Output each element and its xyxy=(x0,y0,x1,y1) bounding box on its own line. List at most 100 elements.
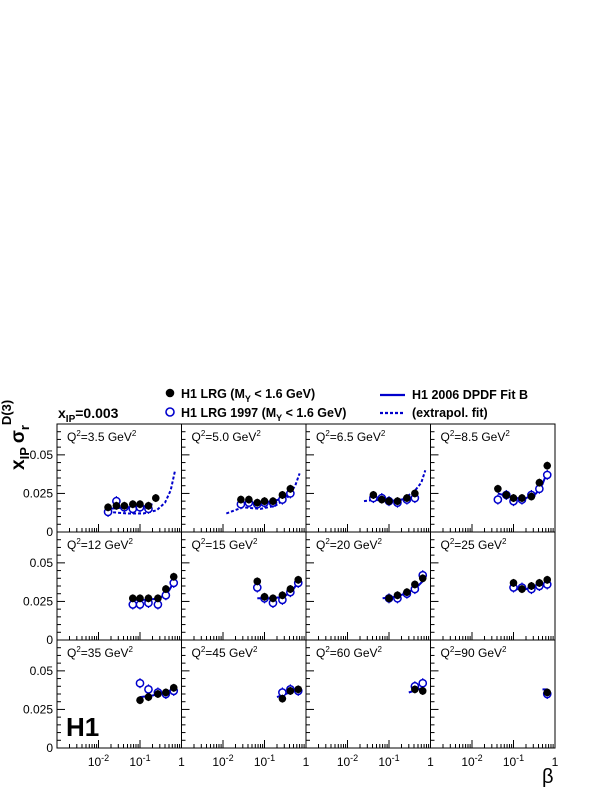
x-tick-base: 10 xyxy=(254,755,268,769)
lrg-point xyxy=(260,497,269,505)
panel-label-q: Q xyxy=(192,538,201,552)
panel-label-q: Q xyxy=(67,646,76,660)
x-tick-label: 10-1 xyxy=(503,753,524,769)
panel-label-value: =20 GeV xyxy=(330,538,378,552)
lrg-point xyxy=(385,594,393,603)
y-tick-label: 0.025 xyxy=(23,594,53,608)
panel-label-q: Q xyxy=(441,430,450,444)
lrg-point xyxy=(136,594,144,603)
lrg-point xyxy=(169,684,178,692)
panel-label-sup: 2 xyxy=(201,537,206,546)
y-tick-label: 0 xyxy=(46,741,53,755)
x-tick-base: 10 xyxy=(88,755,102,769)
panel-label: Q2=3.5 GeV2 xyxy=(67,429,137,444)
lrg-point xyxy=(154,690,162,698)
panel-q2-35: Q2=35 GeV2 xyxy=(56,639,182,749)
lrg-point xyxy=(418,687,427,695)
lrg-point xyxy=(535,579,544,587)
panel-label-sup: 2 xyxy=(325,429,330,438)
panel-label-q: Q xyxy=(316,430,325,444)
panel-label-q: Q xyxy=(67,538,76,552)
x-axis-title: β xyxy=(542,766,554,788)
lrg-point xyxy=(144,594,153,603)
panel-label: Q2=20 GeV2 xyxy=(316,537,383,552)
lrg-point xyxy=(543,688,552,697)
panel-q2-12: Q2=12 GeV2 xyxy=(56,531,182,641)
panel-label-sup: 2 xyxy=(201,645,206,654)
panel-label: Q2=6.5 GeV2 xyxy=(316,429,386,444)
x-tick-exp: -1 xyxy=(516,753,524,763)
panel-label-q: Q xyxy=(441,646,450,660)
y-tick-label: 0.05 xyxy=(30,664,54,678)
lrg-point xyxy=(286,585,295,593)
lrg-point xyxy=(535,478,544,487)
x-tick-exp: -1 xyxy=(267,753,275,763)
lrg-point xyxy=(385,497,393,505)
panel-label-q: Q xyxy=(192,646,201,660)
ylabel-r: r xyxy=(17,425,32,430)
panel-label-sup: 2 xyxy=(450,645,455,654)
x-tick-label: 10-1 xyxy=(378,753,399,769)
panel-label-sup2: 2 xyxy=(502,537,507,546)
panel-label-value: =25 GeV xyxy=(454,538,502,552)
lrg97-point xyxy=(144,685,153,694)
lrg-point xyxy=(286,687,295,695)
x-tick-base: 1 xyxy=(178,755,185,769)
panel-label: Q2=12 GeV2 xyxy=(67,537,134,552)
panel-q2-6.5: Q2=6.5 GeV2 xyxy=(305,423,431,533)
panel-q2-25: Q2=25 GeV2 xyxy=(430,531,556,641)
ylabel-sup: D(3) xyxy=(0,400,14,425)
panel-q2-8.5: Q2=8.5 GeV2 xyxy=(430,423,556,533)
legend-lrg-sub: Y xyxy=(245,394,251,404)
lrg-point xyxy=(411,489,419,498)
panel-label-value: =35 GeV xyxy=(81,646,129,660)
ylabel-sub: IP xyxy=(17,447,32,460)
lrg-point xyxy=(169,572,178,581)
legend-fit-label: H1 2006 DPDF Fit B xyxy=(412,388,528,402)
x-tick-exp: -1 xyxy=(143,753,151,763)
xip-annotation: xIP=0.003 xyxy=(58,405,119,425)
lrg-point xyxy=(509,494,518,502)
panel-q2-20: Q2=20 GeV2 xyxy=(305,531,431,641)
y-tick-label: 0.025 xyxy=(23,486,53,500)
lrg-point xyxy=(128,594,137,603)
lrg-point xyxy=(260,593,269,601)
panel-label-value: =60 GeV xyxy=(330,646,378,660)
panel-label-sup: 2 xyxy=(76,429,81,438)
panel-label-sup2: 2 xyxy=(256,429,261,438)
y-tick-label: 0 xyxy=(46,525,53,539)
lrg-point xyxy=(411,685,419,694)
svg-text:xIPσrD(3): xIP σrD(3) xyxy=(0,400,32,470)
lrg-point xyxy=(286,485,295,493)
lrg97-point xyxy=(135,678,145,688)
y-tick-labels: 0 0.025 0.05 0 0.025 0.05 0 0.025 0.05 xyxy=(23,448,53,755)
panel-label-value: =5.0 GeV xyxy=(205,430,256,444)
x-tick-base: 1 xyxy=(552,755,559,769)
panel-label-sup: 2 xyxy=(201,429,206,438)
x-tick-labels: 10-2 10-1 1 10-2 10-1 1 10-2 10-1 1 10-2 10-1 1 xyxy=(88,753,559,769)
y-tick-label: 0.025 xyxy=(23,702,53,716)
panel-q2-15: Q2=15 GeV2 xyxy=(181,531,307,641)
lrg-point xyxy=(278,491,287,499)
lrg-point xyxy=(543,461,552,470)
panel-label-sup2: 2 xyxy=(253,645,258,654)
panel-label-value: =6.5 GeV xyxy=(330,430,381,444)
panel-label: Q2=35 GeV2 xyxy=(67,645,134,660)
panel-label: Q2=8.5 GeV2 xyxy=(441,429,511,444)
lrg-point xyxy=(369,491,378,499)
x-tick-exp: -2 xyxy=(475,753,483,763)
legend-lrg97-tail: < 1.6 GeV) xyxy=(282,406,346,420)
panel-label-sup: 2 xyxy=(76,537,81,546)
lrg-point xyxy=(128,500,137,509)
xip-value: =0.003 xyxy=(75,405,118,421)
lrg-point xyxy=(144,693,153,701)
lrg-point xyxy=(509,579,518,587)
lrg97-point xyxy=(542,470,552,480)
panel-label-q: Q xyxy=(67,430,76,444)
lrg-point xyxy=(502,491,511,499)
panel-label-sup2: 2 xyxy=(378,645,383,654)
lrg-point xyxy=(269,497,277,505)
x-tick-label: 10-1 xyxy=(129,753,150,769)
